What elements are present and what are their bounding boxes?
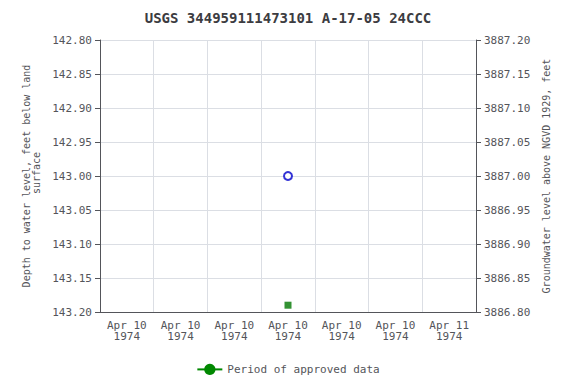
svg-text:142.85: 142.85: [52, 68, 92, 81]
svg-text:Apr 10: Apr 10: [160, 319, 201, 332]
svg-text:143.20: 143.20: [52, 306, 92, 319]
svg-text:3887.20: 3887.20: [484, 34, 530, 47]
svg-text:1974: 1974: [167, 330, 194, 343]
svg-text:1974: 1974: [382, 330, 409, 343]
svg-text:surface: surface: [31, 152, 42, 200]
svg-text:Apr 11: Apr 11: [429, 319, 469, 332]
svg-text:3886.80: 3886.80: [484, 306, 530, 319]
svg-text:3886.90: 3886.90: [484, 238, 530, 251]
svg-text:1974: 1974: [328, 330, 355, 343]
svg-text:3887.05: 3887.05: [484, 136, 530, 149]
svg-text:143.05: 143.05: [52, 204, 92, 217]
svg-text:143.10: 143.10: [52, 238, 92, 251]
svg-text:3886.85: 3886.85: [484, 272, 530, 285]
svg-text:3887.00: 3887.00: [484, 170, 530, 183]
svg-text:Apr 10: Apr 10: [375, 319, 416, 332]
svg-text:Period of approved data: Period of approved data: [227, 363, 379, 376]
svg-text:143.00: 143.00: [52, 170, 92, 183]
svg-text:Apr 10: Apr 10: [214, 319, 255, 332]
svg-text:3886.95: 3886.95: [484, 204, 530, 217]
svg-text:USGS 344959111473101 A-17-05 2: USGS 344959111473101 A-17-05 24CCC: [145, 10, 432, 26]
svg-text:1974: 1974: [275, 330, 302, 343]
svg-text:Apr 10: Apr 10: [321, 319, 362, 332]
svg-text:Groundwater level above NGVD 1: Groundwater level above NGVD 1929, feet: [541, 59, 552, 294]
svg-text:142.95: 142.95: [52, 136, 92, 149]
svg-text:1974: 1974: [221, 330, 248, 343]
svg-text:142.80: 142.80: [52, 34, 92, 47]
svg-text:Depth to water level, feet bel: Depth to water level, feet below land: [20, 64, 32, 288]
svg-text:Apr 10: Apr 10: [268, 319, 308, 332]
svg-text:3887.15: 3887.15: [484, 68, 530, 81]
svg-text:1974: 1974: [436, 330, 463, 343]
svg-text:3887.10: 3887.10: [484, 102, 530, 115]
svg-text:143.15: 143.15: [52, 272, 92, 285]
svg-text:142.90: 142.90: [52, 102, 92, 115]
svg-text:1974: 1974: [114, 330, 141, 343]
svg-text:Apr 10: Apr 10: [107, 319, 147, 332]
